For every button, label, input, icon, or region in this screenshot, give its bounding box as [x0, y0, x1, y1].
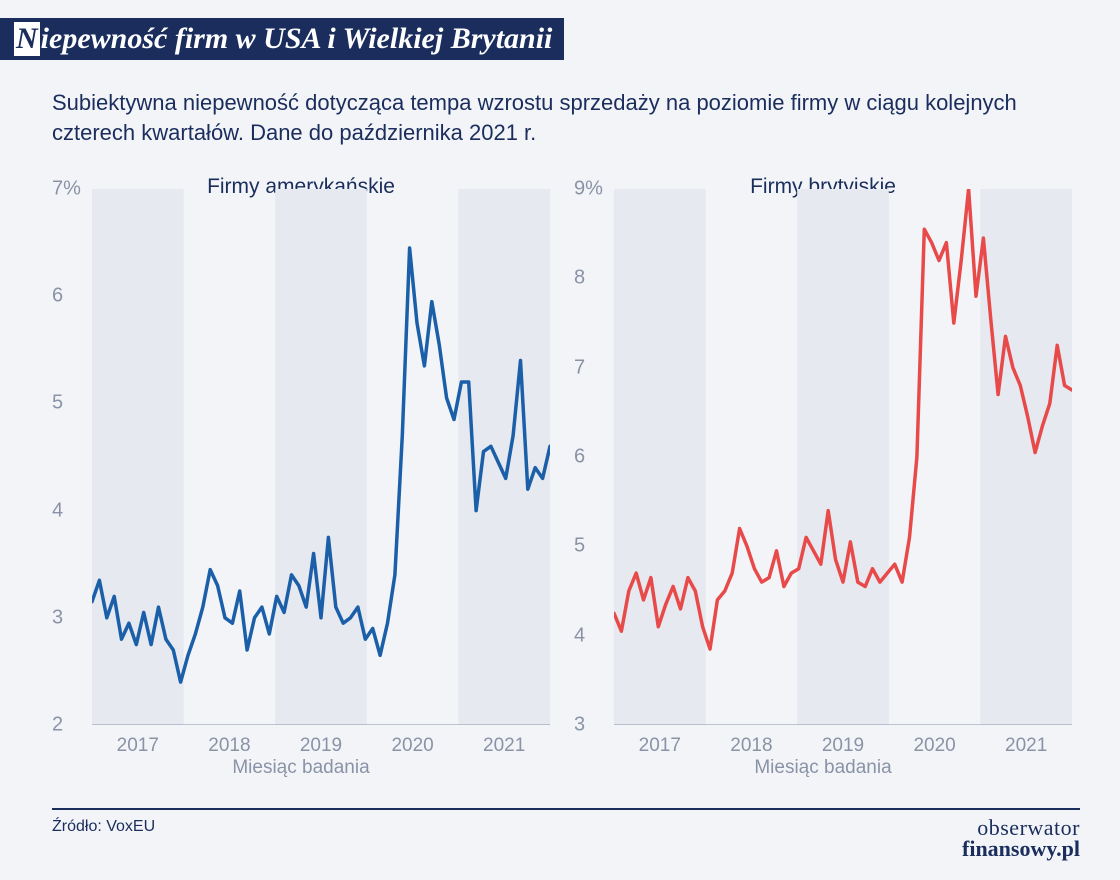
x-tick-label: 2019 [822, 735, 864, 757]
x-tick-label: 2021 [483, 735, 525, 757]
y-tick-label: 4 [52, 499, 63, 522]
y-tick-label: 3 [52, 606, 63, 629]
charts-container: Firmy amerykańskie Miesiąc badania 23456… [52, 175, 1072, 795]
subtitle: Subiektywna niepewność dotycząca tempa w… [52, 88, 1072, 147]
chart-us-plot [92, 189, 550, 725]
x-tick-label: 2020 [913, 735, 955, 757]
chart-us-xlabel: Miesiąc badania [52, 757, 550, 779]
logo-line2: finansowy.pl [962, 839, 1080, 860]
x-tick-label: 2020 [391, 735, 433, 757]
chart-us: Firmy amerykańskie Miesiąc badania 23456… [52, 175, 550, 795]
chart-uk-plot [614, 189, 1072, 725]
y-tick-label: 2 [52, 714, 63, 737]
y-tick-label: 9% [574, 178, 603, 201]
x-tick-label: 2021 [1005, 735, 1047, 757]
y-tick-label: 7% [52, 178, 81, 201]
footer: Źródło: VoxEU obserwator finansowy.pl [52, 808, 1080, 860]
x-tick-label: 2017 [117, 735, 159, 757]
y-tick-label: 8 [574, 267, 585, 290]
y-tick-label: 6 [52, 285, 63, 308]
y-tick-label: 5 [52, 392, 63, 415]
publisher-logo: obserwator finansowy.pl [962, 818, 1080, 860]
page-title: iepewność firm w USA i Wielkiej Brytanii [41, 22, 553, 56]
y-tick-label: 7 [574, 356, 585, 379]
y-tick-label: 6 [574, 446, 585, 469]
chart-uk: Firmy brytyjskie Miesiąc badania 3456789… [574, 175, 1072, 795]
chart-uk-xlabel: Miesiąc badania [574, 757, 1072, 779]
title-bar: N iepewność firm w USA i Wielkiej Brytan… [0, 18, 564, 60]
y-tick-label: 4 [574, 624, 585, 647]
title-initial: N [14, 22, 40, 56]
x-tick-label: 2019 [300, 735, 342, 757]
y-tick-label: 3 [574, 714, 585, 737]
x-tick-label: 2018 [208, 735, 250, 757]
source-label: Źródło: VoxEU [52, 818, 155, 836]
x-tick-label: 2017 [639, 735, 681, 757]
y-tick-label: 5 [574, 535, 585, 558]
x-tick-label: 2018 [730, 735, 772, 757]
